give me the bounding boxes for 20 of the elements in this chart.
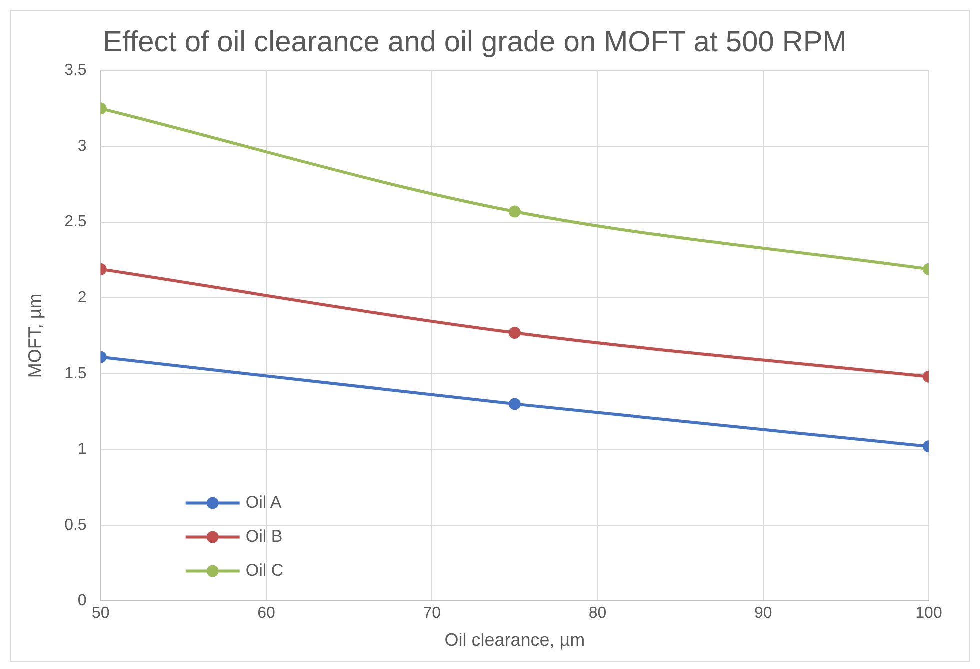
- x-tick-label: 60: [258, 605, 276, 622]
- x-tick-label: 100: [916, 605, 942, 622]
- legend-label: Oil B: [246, 526, 283, 546]
- y-tick-label: 1: [78, 441, 87, 458]
- y-tick-label: 2.5: [64, 214, 87, 231]
- y-tick-label: 3.5: [64, 62, 87, 80]
- y-tick-label: 1.5: [64, 365, 87, 382]
- chart-title: Effect of oil clearance and oil grade on MOFT at 500 RPM: [103, 26, 847, 58]
- x-tick-label: 80: [588, 605, 607, 622]
- legend-label: Oil A: [246, 492, 282, 512]
- y-tick-label: 3: [78, 138, 87, 155]
- x-tick-label: 70: [423, 605, 442, 622]
- y-tick-label: 0: [78, 592, 87, 610]
- x-tick-label: 50: [92, 605, 110, 622]
- x-axis-title: Oil clearance, µm: [444, 630, 586, 650]
- legend-label: Oil C: [246, 560, 284, 580]
- y-tick-label: 0.5: [64, 516, 87, 534]
- x-tick-label: 90: [754, 605, 772, 622]
- y-tick-label: 2: [78, 290, 87, 307]
- y-axis-title: MOFT, µm: [24, 294, 45, 378]
